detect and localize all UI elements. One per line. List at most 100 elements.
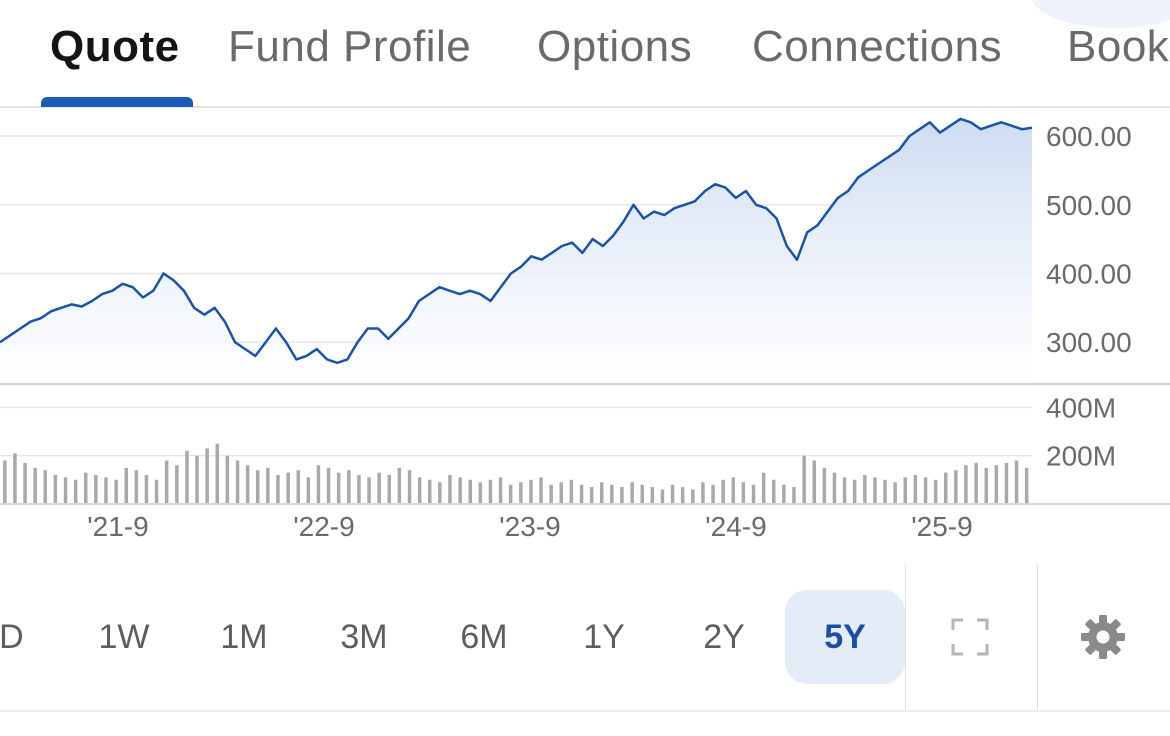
fullscreen-icon: [951, 618, 989, 656]
range-2y[interactable]: 2Y: [703, 618, 745, 656]
fullscreen-button[interactable]: [910, 590, 1030, 684]
volume-bar: [883, 479, 887, 504]
volume-bar: [336, 472, 341, 504]
tab-connections[interactable]: Connections: [752, 22, 1003, 71]
volume-bar: [23, 462, 27, 504]
time-tick-label: '21-9: [87, 511, 148, 542]
price-tick-label: 300.00: [1046, 327, 1132, 358]
volume-bar: [256, 470, 260, 504]
volume-bar: [589, 487, 594, 504]
active-tab-indicator: [41, 97, 193, 107]
tab-options[interactable]: Options: [537, 22, 693, 71]
volume-bar: [448, 475, 452, 504]
volume-bar: [741, 482, 746, 505]
tab-quote[interactable]: Quote: [50, 22, 180, 71]
volume-bar: [751, 484, 756, 504]
range-6m[interactable]: 6M: [460, 618, 508, 656]
volume-bar: [498, 477, 503, 504]
volume-bar: [529, 479, 533, 504]
volume-bar: [306, 477, 311, 504]
price-line: [0, 117, 1033, 365]
volume-bar: [933, 479, 938, 504]
volume-bar: [205, 448, 209, 504]
volume-bar: [235, 460, 240, 504]
volume-bar: [1014, 460, 1019, 504]
volume-bar: [519, 482, 523, 505]
volume-bar: [680, 487, 685, 504]
volume-bar: [772, 479, 776, 504]
settings-button[interactable]: [1043, 590, 1163, 684]
range-1w[interactable]: 1W: [98, 618, 150, 656]
volume-bar: [144, 475, 149, 504]
volume-bars: [3, 443, 1029, 505]
volume-bar: [842, 477, 847, 504]
volume-bar: [488, 479, 493, 504]
volume-bar: [175, 465, 179, 504]
volume-bar: [215, 443, 219, 504]
volume-bar: [873, 477, 877, 504]
time-tick-label: '23-9: [499, 511, 560, 542]
price-tick-label: 400.00: [1046, 258, 1132, 289]
volume-bar: [73, 479, 78, 504]
volume-bar: [428, 479, 432, 504]
volume-bar: [569, 479, 574, 504]
volume-bar: [185, 450, 189, 504]
volume-bar: [367, 477, 371, 504]
volume-bar: [792, 487, 796, 504]
volume-bar: [94, 475, 98, 504]
time-axis: '21-9 '22-9 '23-9 '24-9 '25-9: [87, 511, 972, 542]
volume-bar: [610, 484, 614, 504]
volume-bar: [893, 482, 897, 505]
volume-bar: [276, 475, 280, 504]
volume-bar: [53, 475, 58, 504]
volume-bar: [357, 475, 361, 504]
volume-bar: [559, 482, 563, 505]
volume-bar: [650, 487, 655, 504]
range-1m[interactable]: 1M: [220, 618, 268, 656]
gear-icon: [1081, 615, 1125, 659]
volume-bar: [1004, 462, 1009, 504]
volume-bar: [43, 470, 47, 504]
volume-bar: [640, 484, 644, 504]
volume-bar: [832, 472, 837, 504]
tab-book[interactable]: Book: [1067, 22, 1170, 71]
volume-bar: [761, 472, 766, 504]
volume-bar: [508, 484, 513, 504]
volume-bar: [974, 462, 978, 504]
volume-bar: [458, 477, 462, 504]
volume-bar: [468, 479, 472, 504]
tab-fund-profile[interactable]: Fund Profile: [228, 22, 472, 71]
volume-bar: [347, 470, 351, 504]
range-5y[interactable]: 5Y: [785, 590, 905, 684]
volume-bar: [316, 465, 321, 504]
price-axis: 600.00 500.00 400.00 300.00: [1046, 121, 1132, 358]
volume-axis: 400M 200M: [1046, 392, 1116, 471]
volume-bar: [13, 453, 17, 505]
volume-bar: [822, 467, 827, 505]
price-area-fill: [0, 118, 1032, 385]
volume-bar: [407, 470, 412, 504]
range-1y[interactable]: 1Y: [583, 618, 625, 656]
volume-bar: [63, 477, 68, 504]
volume-bar: [691, 489, 695, 504]
volume-bar: [984, 467, 988, 505]
volume-bar: [964, 465, 968, 504]
volume-bar: [782, 484, 786, 504]
volume-bar: [387, 475, 391, 504]
volume-bar: [1024, 467, 1029, 505]
volume-bar: [549, 484, 553, 504]
volume-bar: [245, 465, 250, 504]
range-1d[interactable]: 1D: [0, 618, 24, 656]
range-selector: 1D 1W 1M 3M 6M 1Y 2Y 5Y: [0, 565, 1170, 710]
volume-bar: [721, 479, 725, 504]
volume-bar: [326, 467, 331, 505]
range-3m[interactable]: 3M: [340, 618, 388, 656]
volume-bar: [377, 472, 381, 504]
volume-bar: [913, 475, 918, 504]
bottom-divider: [0, 710, 1170, 712]
time-tick-label: '25-9: [911, 511, 972, 542]
volume-bar: [863, 475, 867, 504]
volume-bar: [994, 465, 999, 504]
volume-bar: [579, 484, 584, 504]
